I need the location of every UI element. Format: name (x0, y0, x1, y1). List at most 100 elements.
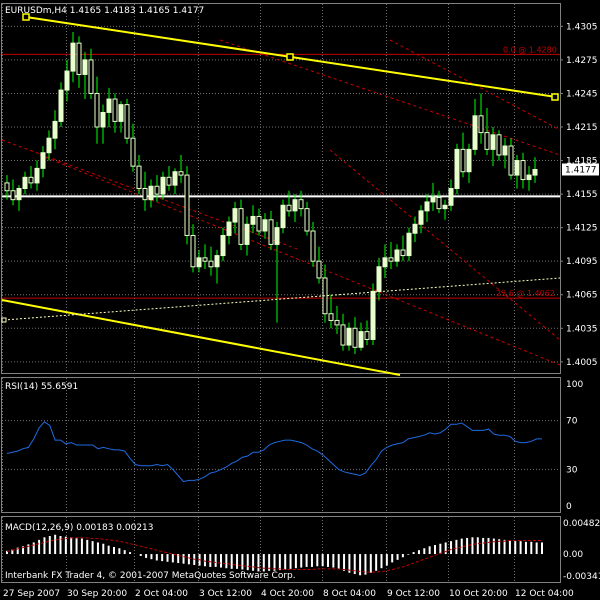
bear-candle (460, 148, 466, 173)
bear-candle (130, 137, 136, 167)
bull-candle (490, 134, 496, 150)
bull-candle (106, 98, 112, 113)
bear-candle (166, 176, 172, 186)
bull-candle (466, 148, 472, 173)
bull-candle (16, 188, 22, 201)
time-label: 27 Sep 2007 (3, 589, 60, 599)
trendline-lower (1, 299, 401, 376)
bull-candle (46, 137, 52, 154)
bear-candle (256, 215, 262, 232)
price-label: 1.4125 (566, 224, 598, 234)
bull-candle (418, 210, 424, 225)
macd-panel[interactable] (1, 516, 561, 583)
time-axis: 27 Sep 2007 30 Sep 20:00 2 Oct 04:00 3 Oct … (3, 589, 574, 599)
bear-candle (286, 204, 292, 212)
bull-candle (148, 185, 154, 201)
bull-candle (370, 290, 376, 340)
bear-candle (124, 104, 130, 139)
bull-candle (226, 221, 232, 236)
bull-candle (22, 176, 28, 189)
price-panel[interactable] (1, 3, 561, 374)
macd-axis-label: -0.00341 (563, 572, 600, 582)
time-label: 4 Oct 20:00 (261, 589, 314, 599)
trendline-handle (286, 53, 294, 61)
bull-candle (526, 174, 532, 181)
bull-candle (100, 111, 106, 128)
bull-candle (232, 208, 238, 223)
bull-candle (472, 115, 478, 150)
bull-candle (118, 104, 124, 122)
time-label: 9 Oct 12:00 (387, 589, 440, 599)
bear-candle (316, 260, 322, 279)
bear-candle (304, 208, 310, 232)
bear-candle (136, 165, 142, 190)
drawing-objects[interactable] (1, 13, 561, 376)
bear-candle (190, 234, 196, 268)
bull-candle (64, 70, 70, 91)
price-label: 1.4035 (566, 324, 598, 334)
bear-candle (178, 171, 184, 176)
current-price-marker: 1.4177 (562, 163, 599, 176)
bull-candle (58, 89, 64, 122)
bull-candle (220, 234, 226, 257)
price-label: 1.4005 (566, 358, 598, 368)
bear-candle (334, 319, 340, 326)
fib-level-0-label: 0.0 @ 1.4280 (503, 45, 557, 54)
bull-candle (448, 188, 454, 206)
bear-candle (496, 134, 502, 156)
macd-axis-label: 0.00482 (563, 519, 600, 529)
time-label: 8 Oct 04:00 (323, 589, 376, 599)
bear-candle (400, 249, 406, 257)
bear-candle (298, 199, 304, 210)
rsi-axis: 100 70 30 0 (2, 380, 583, 512)
candlesticks (4, 31, 538, 354)
time-label: 30 Sep 20:00 (67, 589, 127, 599)
bear-candle (484, 132, 490, 150)
bear-candle (76, 42, 82, 75)
bear-candle (436, 196, 442, 210)
bull-candle (442, 204, 448, 210)
rsi-panel[interactable] (1, 377, 561, 513)
channel-line (329, 149, 561, 341)
macd-axis-label: 0.00 (563, 550, 583, 560)
price-label: 1.4215 (566, 123, 598, 133)
fib-level-23-6-label: 23.6 @ 1.4062 (496, 289, 555, 298)
price-label: 1.4185 (566, 157, 598, 167)
bull-candle (244, 223, 250, 245)
rsi-axis-label: 0 (566, 502, 572, 512)
bear-candle (478, 115, 484, 134)
trendline-handle (22, 13, 30, 21)
bull-candle (430, 196, 436, 203)
bull-candle (274, 227, 280, 245)
macd-axis: 0.00482 0.00 -0.00341 (563, 519, 600, 582)
rsi-polyline (6, 421, 542, 483)
bear-candle (388, 257, 394, 262)
bull-candle (502, 145, 508, 156)
bull-candle (40, 152, 46, 169)
bull-candle (514, 160, 520, 176)
rsi-axis-label: 100 (566, 380, 583, 390)
bull-candle (262, 219, 268, 232)
price-label: 1.4155 (566, 190, 598, 200)
bull-candle (196, 257, 202, 268)
trendline-handle (551, 93, 559, 101)
bull-candle (376, 266, 382, 292)
bear-candle (340, 324, 346, 346)
rsi-line (6, 421, 542, 483)
price-label: 1.4275 (566, 56, 598, 66)
current-price-label: 1.4177 (565, 165, 597, 175)
price-label: 1.4095 (566, 257, 598, 267)
price-label: 1.4305 (566, 22, 598, 32)
price-axis: 1.4305 1.4275 1.4245 1.4215 1.4185 1.4155 1.41… (560, 22, 598, 368)
bear-candle (208, 260, 214, 268)
macd-histogram (6, 534, 543, 576)
bear-candle (142, 188, 148, 201)
bull-candle (82, 59, 88, 75)
bull-candle (346, 327, 352, 346)
bull-candle (34, 167, 40, 184)
dotted-trendline (3, 277, 561, 321)
bear-candle (238, 208, 244, 245)
bear-candle (268, 219, 274, 245)
bull-candle (358, 331, 364, 348)
